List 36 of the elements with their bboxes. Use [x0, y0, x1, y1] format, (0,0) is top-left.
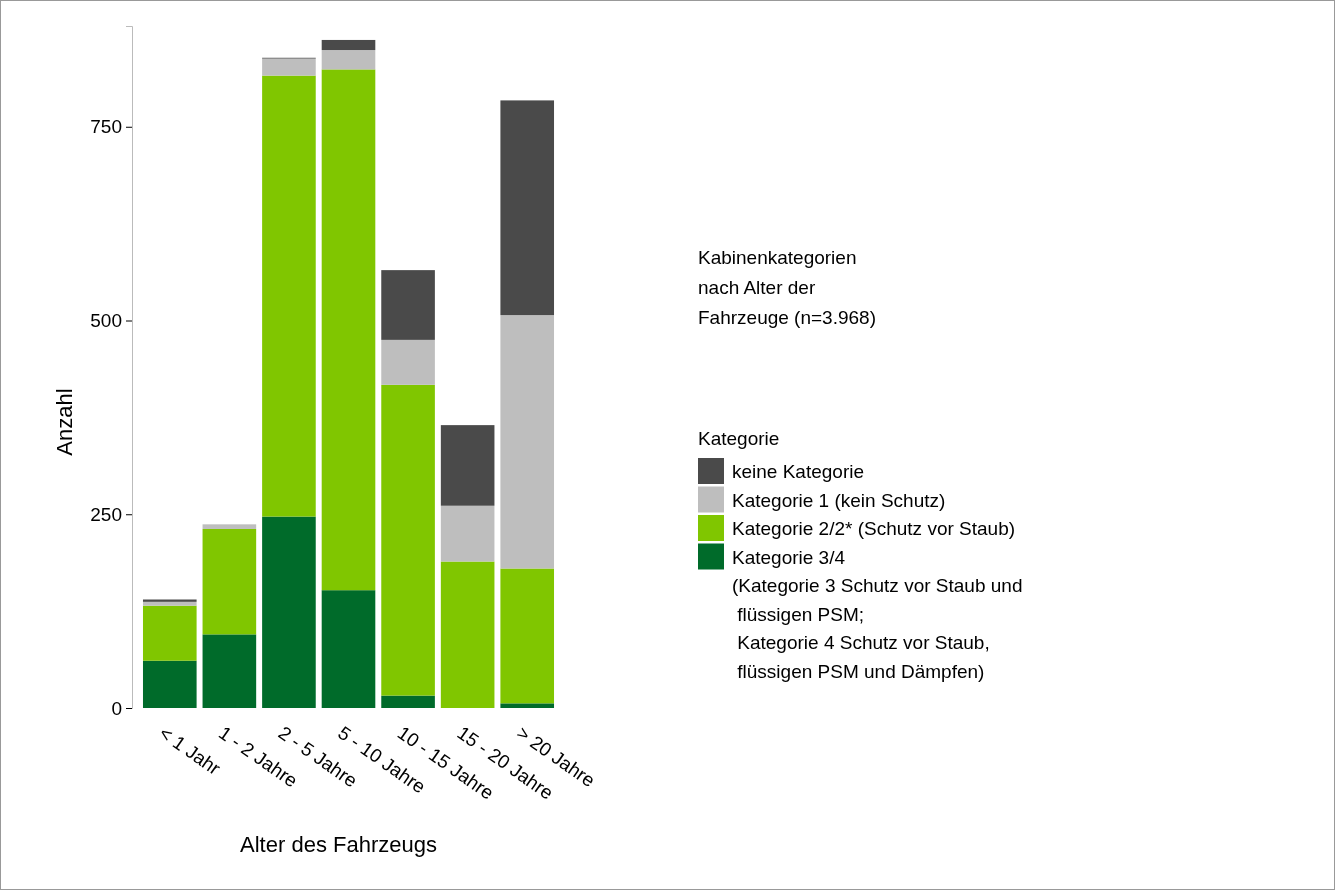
y-axis-title: Anzahl: [52, 388, 77, 456]
legend-label: Kategorie 3/4 (Kategorie 3 Schutz vor Staub und flüssigen PSM; Kategorie 4 Schutz vor Staub, flüssigen PSM und Dämpfen): [732, 546, 1023, 682]
bar: [500, 100, 555, 316]
bar: [202, 524, 257, 529]
bar: [440, 505, 495, 562]
bar: [440, 425, 495, 506]
bar: [262, 58, 316, 76]
bar: [321, 590, 376, 708]
bar: [381, 695, 435, 708]
y-tick-label: 500: [90, 310, 122, 332]
legend-label: Kategorie 2/2* (Schutz vor Staub): [732, 518, 1016, 539]
bar: [321, 50, 376, 70]
bar: [500, 703, 555, 708]
y-tick-label: 750: [90, 116, 122, 138]
bar: [262, 516, 316, 708]
bar: [202, 634, 257, 708]
legend-label: keine Kategorie: [732, 461, 865, 482]
bar: [142, 605, 197, 661]
y-tick-label: 250: [90, 503, 122, 525]
x-axis-title: Alter des Fahrzeugs: [240, 832, 437, 857]
bar: [321, 39, 376, 51]
bar: [500, 315, 555, 569]
legend-title: Kategorie: [698, 428, 780, 449]
bar: [440, 561, 495, 708]
bar: [142, 601, 197, 606]
bar: [381, 339, 435, 385]
bar: [321, 69, 376, 591]
bar: [381, 270, 435, 340]
bar: [142, 660, 197, 708]
text: Kabinenkategorien nach Alter der Fahrzeuge (n=3.968): [698, 247, 876, 328]
bar: [262, 75, 316, 517]
legend-label: Kategorie 1 (kein Schutz): [732, 489, 946, 511]
bar: [500, 568, 555, 704]
bar: [202, 528, 257, 635]
y-tick-label: 0: [111, 697, 122, 719]
bar: [381, 384, 435, 696]
